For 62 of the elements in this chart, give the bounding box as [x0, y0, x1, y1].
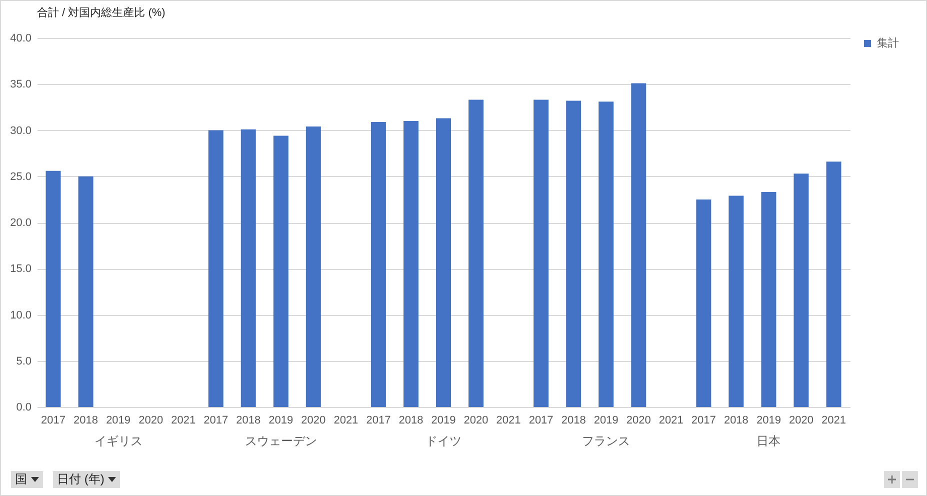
x-tick-label: 2019	[594, 414, 618, 426]
legend-label: 集計	[877, 36, 899, 50]
x-tick-label: 2019	[431, 414, 456, 426]
text: スウェーデン	[244, 434, 317, 448]
x-tick-label: 2020	[626, 414, 651, 426]
x-tick-label: 2021	[822, 414, 846, 426]
bar	[306, 126, 321, 407]
y-tick-label: 20.0	[10, 217, 32, 229]
x-tick-label: 2018	[561, 414, 586, 426]
x-tick-label: 2018	[236, 414, 261, 426]
bar	[273, 136, 288, 407]
y-tick-label: 15.0	[10, 263, 32, 276]
x-tick-label: 2020	[138, 414, 164, 426]
x-tick-label: 2018	[398, 414, 424, 426]
x-tick-label: 2020	[788, 414, 814, 426]
x-tick-label: 2017	[41, 414, 66, 426]
bar	[240, 129, 256, 407]
bar	[794, 174, 809, 407]
x-tick-label: 2018	[74, 414, 98, 426]
bar	[566, 100, 582, 407]
text: 日本	[756, 434, 781, 448]
x-tick-label: 2019	[106, 414, 131, 426]
text: イギリス	[94, 434, 142, 448]
y-tick-label: 0.0	[16, 402, 32, 414]
bar	[826, 162, 842, 407]
x-tick-label: 2017	[691, 414, 716, 426]
bar	[46, 170, 61, 407]
chart-title: 合計 / 対国内総生産比 (%)	[37, 6, 166, 19]
text: フランス	[582, 434, 630, 448]
bar	[78, 176, 94, 407]
y-tick-label: 40.0	[10, 32, 32, 44]
bar	[534, 100, 549, 407]
bar	[598, 102, 614, 407]
bar	[696, 199, 712, 407]
bar	[370, 122, 386, 407]
y-tick-label: 35.0	[10, 78, 32, 91]
bar	[403, 121, 418, 407]
x-tick-label: 2018	[724, 414, 748, 426]
bar	[436, 118, 451, 407]
dropdown-button: 国	[11, 471, 43, 488]
x-tick-label: 2019	[756, 414, 781, 426]
bar	[728, 196, 744, 407]
text: ドイツ	[426, 434, 462, 448]
x-tick-label: 2021	[496, 414, 521, 426]
x-tick-label: 2017	[366, 414, 391, 426]
x-tick-label: 2020	[301, 414, 326, 426]
x-tick-label: 2019	[268, 414, 294, 426]
bar	[208, 130, 224, 407]
y-tick-label: 25.0	[10, 170, 32, 183]
dropdown-button: 日付 (年)	[53, 471, 120, 488]
x-tick-label: 2021	[171, 414, 196, 426]
bar	[468, 100, 484, 407]
x-tick-label: 2020	[464, 414, 488, 426]
x-tick-label: 2021	[334, 414, 358, 426]
x-tick-label: 2017	[204, 414, 228, 426]
bar	[761, 192, 776, 407]
y-tick-label: 30.0	[10, 124, 32, 137]
y-tick-label: 5.0	[16, 355, 32, 368]
y-tick-label: 10.0	[10, 309, 32, 322]
bar	[631, 83, 646, 407]
x-tick-label: 2017	[528, 414, 554, 426]
x-tick-label: 2021	[658, 414, 684, 426]
